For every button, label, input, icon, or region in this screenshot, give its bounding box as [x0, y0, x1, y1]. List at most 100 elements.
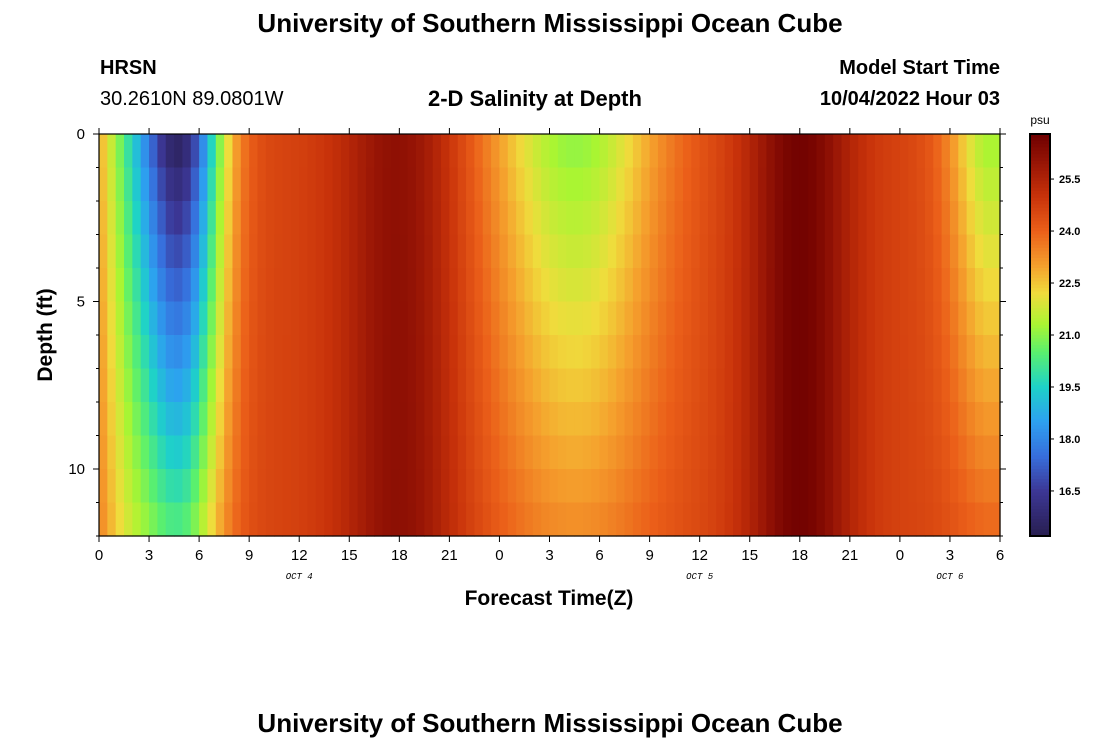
heatmap-cell	[933, 301, 943, 336]
colorbar-segment	[1030, 502, 1050, 507]
heatmap-cell	[474, 335, 484, 370]
heatmap-cell	[132, 502, 142, 537]
colorbar-segment	[1030, 174, 1050, 179]
x-tick-label: 3	[145, 547, 153, 564]
heatmap-cell	[474, 402, 484, 437]
heatmap-cell	[407, 435, 417, 470]
y-tick-label: 0	[77, 126, 85, 143]
heatmap-cell	[182, 502, 192, 537]
heatmap-cell	[315, 469, 325, 504]
heatmap-cell	[416, 268, 425, 303]
heatmap-cell	[741, 368, 751, 403]
heatmap-cell	[349, 435, 359, 470]
heatmap-cell	[716, 502, 726, 537]
heatmap-cell	[149, 134, 158, 169]
heatmap-cell	[841, 368, 851, 403]
heatmap-cell	[908, 268, 918, 303]
heatmap-cell	[224, 502, 234, 537]
heatmap-cell	[607, 301, 617, 336]
heatmap-cell	[482, 469, 492, 504]
heatmap-cell	[666, 234, 676, 269]
heatmap-cell	[557, 234, 567, 269]
heatmap-cell	[365, 435, 375, 470]
heatmap-cell	[632, 201, 642, 236]
heatmap-cell	[532, 201, 542, 236]
heatmap-cell	[841, 167, 851, 202]
heatmap-cell	[532, 134, 542, 169]
heatmap-cell	[424, 368, 434, 403]
colorbar-segment	[1030, 154, 1050, 159]
heatmap-cell	[791, 201, 801, 236]
heatmap-cell	[482, 234, 492, 269]
heatmap-cell	[674, 469, 684, 504]
heatmap-cell	[516, 201, 526, 236]
heatmap-cell	[416, 368, 425, 403]
heatmap-cell	[649, 469, 659, 504]
heatmap-cell	[99, 469, 108, 504]
colorbar-segment	[1030, 425, 1050, 430]
heatmap-cell	[741, 167, 751, 202]
colorbar-segment	[1030, 328, 1050, 333]
heatmap-cell	[407, 335, 417, 370]
heatmap-cell	[299, 502, 309, 537]
x-tick-label: 0	[495, 547, 503, 564]
heatmap-cell	[657, 268, 667, 303]
heatmap-cell	[382, 167, 392, 202]
heatmap-cell	[265, 368, 275, 403]
heatmap-cell	[816, 167, 826, 202]
colorbar-segment	[1030, 177, 1050, 182]
heatmap-cell	[265, 234, 275, 269]
heatmap-cell	[599, 335, 609, 370]
colorbar-segment	[1030, 355, 1050, 360]
heatmap-cell	[432, 268, 442, 303]
heatmap-cell	[591, 268, 601, 303]
heatmap-cell	[140, 234, 150, 269]
heatmap-cell	[649, 368, 659, 403]
heatmap-cell	[282, 335, 292, 370]
heatmap-cell	[566, 134, 576, 169]
heatmap-cell	[299, 167, 309, 202]
heatmap-cell	[249, 268, 259, 303]
heatmap-cell	[841, 469, 851, 504]
heatmap-cell	[657, 368, 667, 403]
heatmap-cell	[390, 201, 400, 236]
heatmap-cell	[315, 402, 325, 437]
heatmap-cell	[399, 469, 409, 504]
heatmap-cell	[390, 268, 400, 303]
heatmap-cell	[899, 134, 909, 169]
heatmap-cell	[165, 201, 175, 236]
heatmap-cell	[132, 402, 142, 437]
heatmap-cell	[891, 502, 901, 537]
heatmap-cell	[466, 402, 476, 437]
heatmap-cell	[624, 368, 634, 403]
colorbar-segment	[1030, 304, 1050, 309]
heatmap-cell	[924, 301, 934, 336]
heatmap-cell	[107, 469, 117, 504]
heatmap-cell	[357, 368, 367, 403]
heatmap-cell	[516, 234, 526, 269]
heatmap-cell	[741, 134, 751, 169]
colorbar-segment	[1030, 271, 1050, 276]
heatmap-cell	[165, 167, 175, 202]
heatmap-cell	[157, 167, 167, 202]
heatmap-cell	[591, 167, 601, 202]
heatmap-cell	[941, 502, 951, 537]
heatmap-cell	[641, 368, 651, 403]
heatmap-cell	[741, 402, 751, 437]
heatmap-cell	[699, 469, 709, 504]
heatmap-cell	[165, 502, 175, 537]
heatmap-cell	[299, 368, 309, 403]
heatmap-cell	[290, 301, 300, 336]
heatmap-cell	[132, 134, 142, 169]
heatmap-cell	[574, 167, 584, 202]
heatmap-cell	[841, 435, 851, 470]
heatmap-cell	[924, 502, 934, 537]
heatmap-cell	[532, 268, 542, 303]
heatmap-cell	[549, 402, 559, 437]
heatmap-cell	[566, 167, 576, 202]
heatmap-cell	[99, 502, 108, 537]
heatmap-cell	[499, 301, 509, 336]
heatmap-cell	[674, 134, 684, 169]
heatmap-cell	[390, 402, 400, 437]
heatmap-cell	[115, 167, 125, 202]
